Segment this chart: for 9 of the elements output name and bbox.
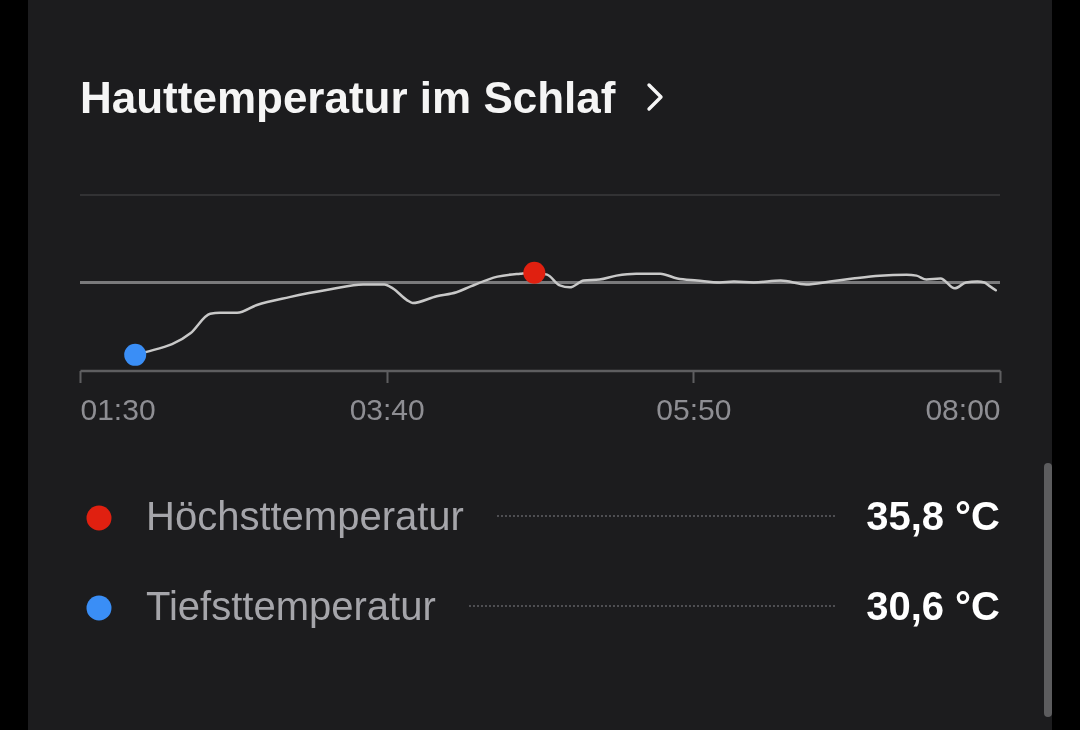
- text: 35,8 °C: [866, 494, 1000, 538]
- chart-title: Hauttemperatur im Schlaf: [80, 73, 616, 122]
- legend-label: Höchsttemperatur: [146, 494, 464, 538]
- x-tick-label: 08:00: [925, 393, 1001, 426]
- text: 30,6 °C: [866, 584, 1000, 628]
- x-tick-label: 01:30: [80, 393, 156, 426]
- x-tick-label: 03:40: [349, 393, 425, 426]
- x-tick-label: 05:50: [656, 393, 732, 426]
- legend-label: Tiefsttemperatur: [146, 584, 436, 628]
